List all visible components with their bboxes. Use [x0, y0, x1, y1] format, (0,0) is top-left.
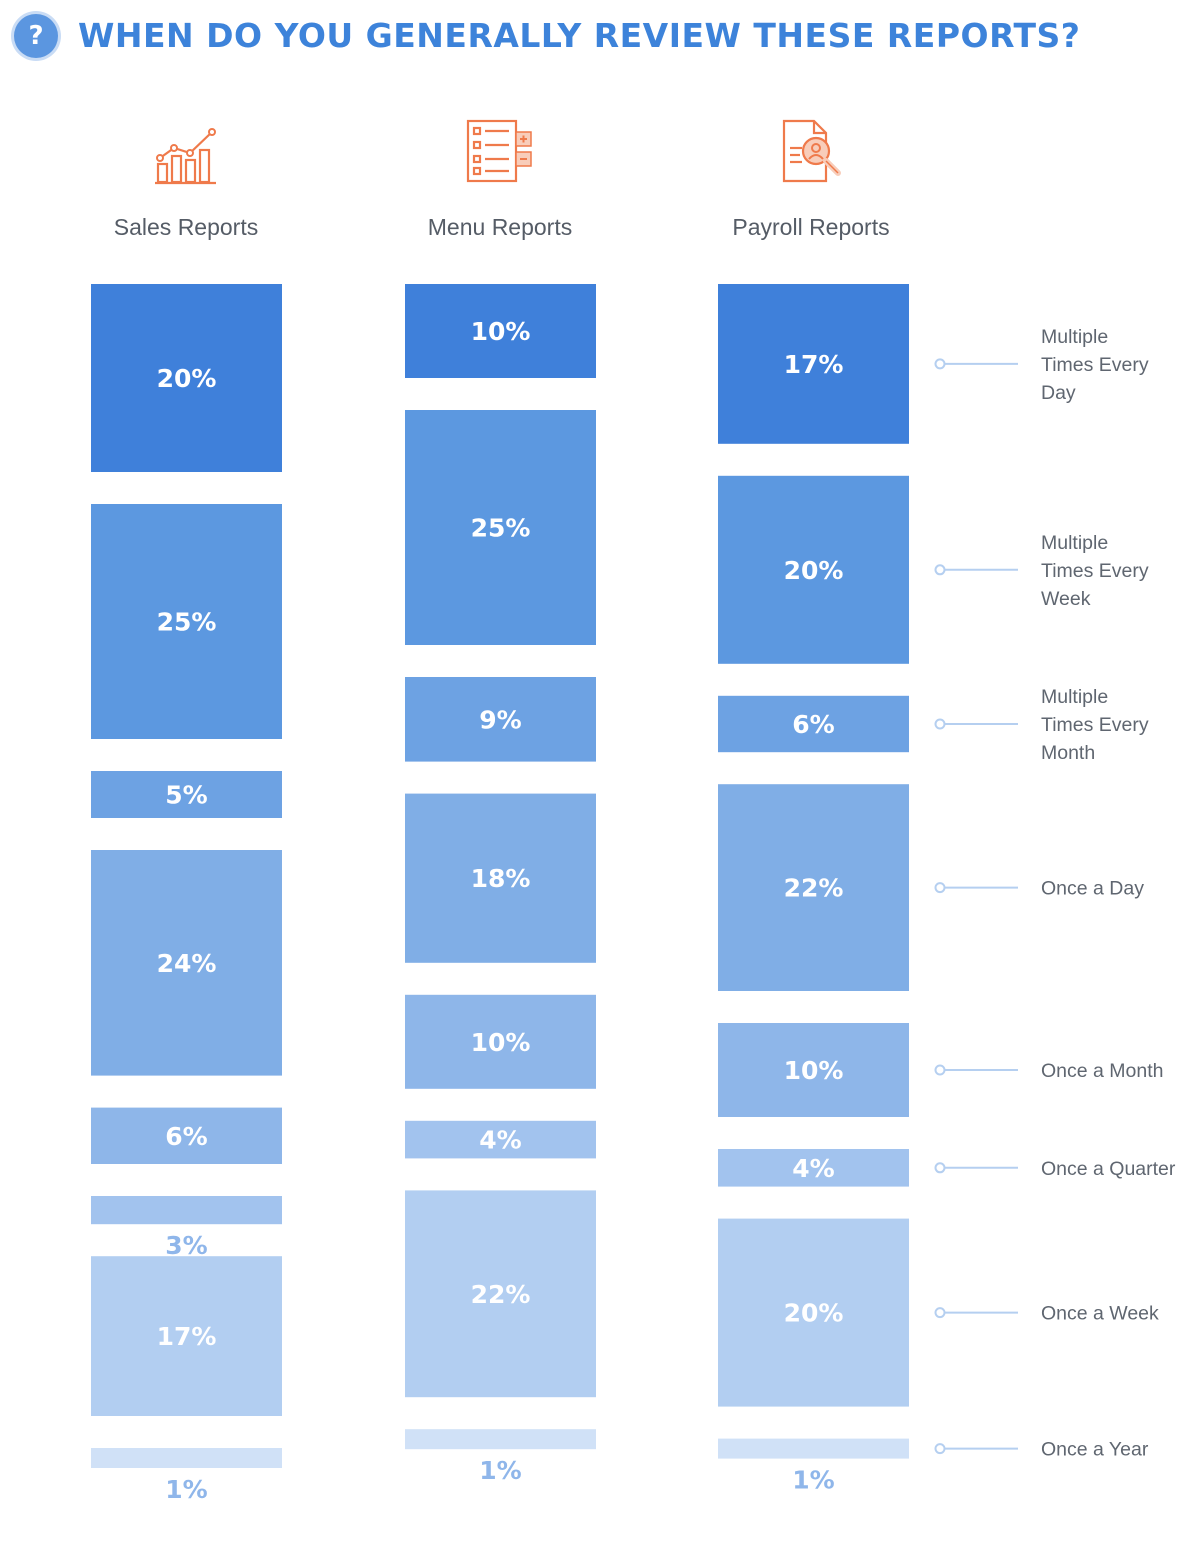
bar-segment [91, 771, 282, 818]
bar-segment [91, 1196, 282, 1225]
category-label-menu: Menu Reports [427, 214, 573, 240]
bar-segment [91, 1448, 282, 1468]
bar-segment [91, 1256, 282, 1416]
data-label: 25% [471, 514, 531, 543]
bar-segment [718, 1218, 909, 1407]
legend-dot [934, 1307, 946, 1319]
data-label: 20% [784, 1299, 844, 1328]
data-label: 1% [792, 1466, 834, 1495]
bar-segment [718, 784, 909, 991]
data-label: 4% [792, 1154, 834, 1183]
checklist-icon [466, 119, 532, 183]
bar-segment [718, 1149, 909, 1187]
legend-dot [934, 882, 946, 894]
legend-dot [934, 1162, 946, 1174]
bar-segment [405, 994, 596, 1089]
bar-segment [405, 677, 596, 762]
legend-dot [934, 358, 946, 370]
page-title: WHEN DO YOU GENERALLY REVIEW THESE REPOR… [78, 16, 1081, 55]
data-label: 22% [471, 1280, 531, 1309]
legend-dot [934, 718, 946, 730]
legend-label: Once a Week [1041, 1303, 1159, 1325]
bar-segment [91, 284, 282, 472]
category-label-payroll: Payroll Reports [732, 214, 890, 240]
data-label: 1% [165, 1475, 207, 1504]
question-icon: ? [14, 14, 58, 58]
bar-segment [405, 1120, 596, 1159]
category-label-sales: Sales Reports [113, 214, 259, 240]
payroll-document-search-icon [782, 119, 841, 183]
bar-segment [405, 410, 596, 645]
data-label: 22% [784, 874, 844, 903]
data-label: 20% [157, 364, 217, 393]
data-label: 10% [784, 1056, 844, 1085]
data-label: 10% [471, 1028, 531, 1057]
data-label: 5% [165, 781, 207, 810]
data-label: 4% [479, 1126, 521, 1155]
bar-segment [91, 504, 282, 739]
data-label: 9% [479, 705, 521, 734]
data-label: 6% [165, 1122, 207, 1151]
bar-segment [718, 284, 909, 444]
data-label: 10% [471, 317, 531, 346]
legend-label: Multiple Times Every Month [1041, 686, 1149, 764]
bar-segment [718, 1438, 909, 1459]
data-label: 18% [471, 864, 531, 893]
data-label: 6% [792, 710, 834, 739]
legend-label: Once a Year [1041, 1439, 1149, 1461]
bar-segment [405, 793, 596, 963]
bar-segment [91, 1107, 282, 1164]
legend-label: Once a Quarter [1041, 1158, 1176, 1180]
legend-dot [934, 1443, 946, 1455]
data-label: 24% [157, 949, 217, 978]
data-label: 17% [784, 350, 844, 379]
bar-segment [405, 1190, 596, 1398]
legend-label: Multiple Times Every Day [1041, 326, 1149, 404]
bar-segment [405, 1429, 596, 1450]
bar-segment [91, 850, 282, 1076]
data-label: 25% [157, 608, 217, 637]
data-label: 3% [165, 1231, 207, 1260]
data-label: 20% [784, 556, 844, 585]
bar-segment [718, 475, 909, 664]
legend-dot [934, 1064, 946, 1076]
legend-label: Once a Month [1041, 1060, 1163, 1082]
data-label: 1% [479, 1456, 521, 1485]
bar-segment [718, 1023, 909, 1117]
bar-segment [405, 284, 596, 378]
legend-dot [934, 564, 946, 576]
growth-chart-icon [155, 128, 216, 185]
bar-segment [718, 695, 909, 753]
data-label: 17% [157, 1322, 217, 1351]
legend-label: Multiple Times Every Week [1041, 532, 1149, 610]
legend-label: Once a Day [1041, 878, 1144, 900]
